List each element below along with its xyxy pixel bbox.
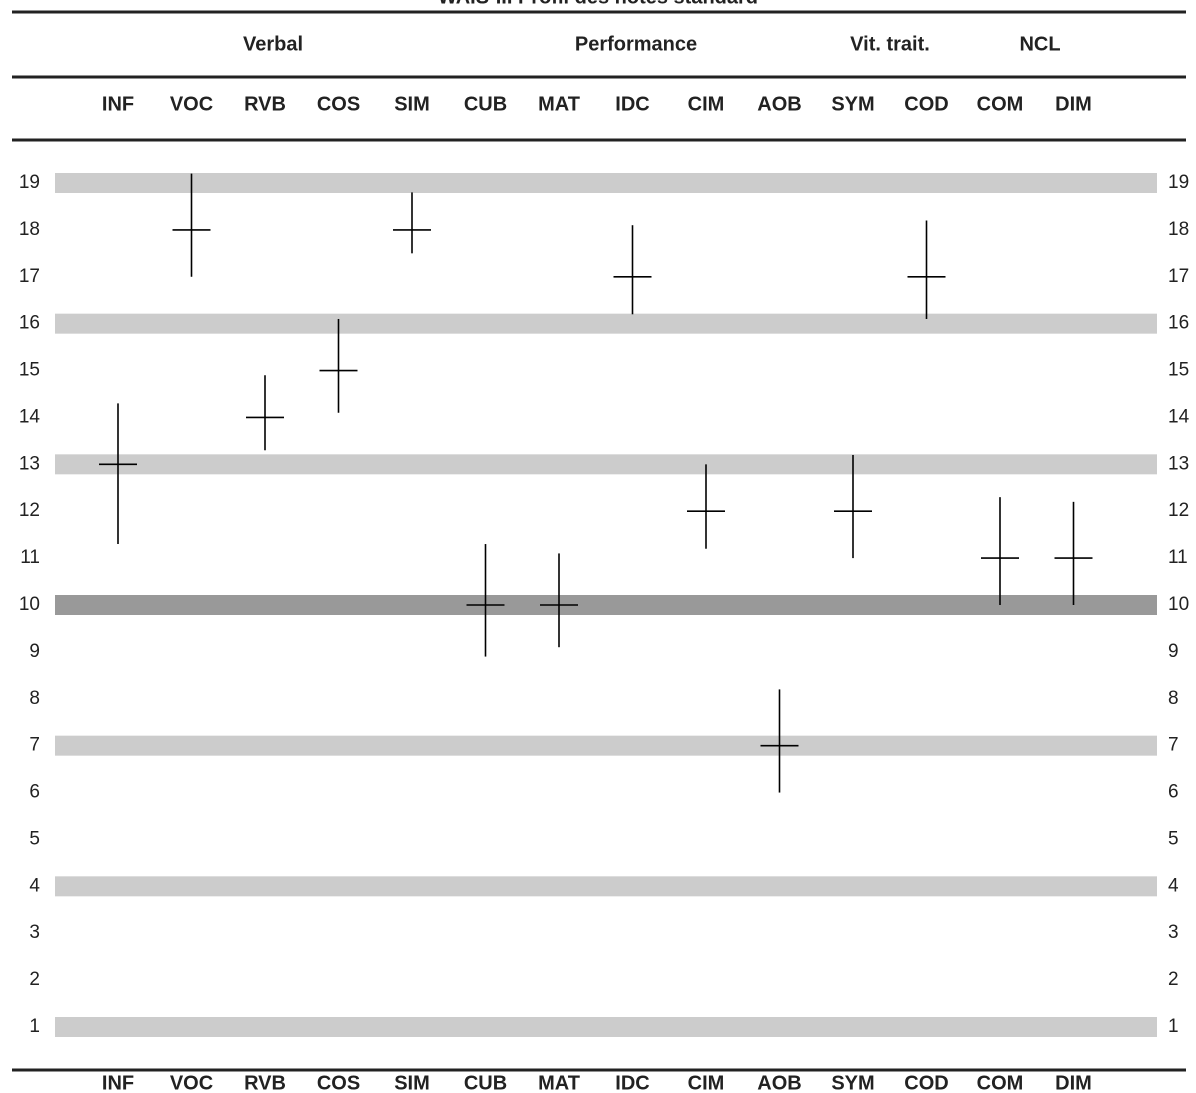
- band: [55, 876, 1157, 897]
- y-tick-label-right: 5: [1168, 828, 1179, 849]
- y-tick-label-right: 11: [1168, 547, 1188, 568]
- x-tick-label: SIM: [394, 93, 430, 115]
- group-label: Vit. trait.: [850, 33, 930, 55]
- y-tick-label: 15: [19, 360, 40, 381]
- y-tick-label: 5: [29, 828, 40, 849]
- x-tick-label: COD: [904, 93, 948, 115]
- y-tick-label-right: 12: [1168, 500, 1189, 521]
- band: [55, 173, 1157, 193]
- y-tick-label: 7: [29, 735, 40, 756]
- y-tick-label-right: 17: [1168, 266, 1189, 287]
- y-tick-label-right: 1: [1168, 1016, 1179, 1037]
- group-label: Performance: [575, 33, 697, 55]
- x-tick-label: COS: [317, 93, 360, 115]
- y-tick-label: 9: [29, 641, 40, 662]
- x-tick-label: AOB: [757, 93, 801, 115]
- x-tick-label-bottom: DIM: [1055, 1072, 1092, 1093]
- y-tick-label: 11: [20, 547, 40, 568]
- y-tick-label-right: 8: [1168, 688, 1179, 709]
- x-tick-label: INF: [102, 93, 134, 115]
- y-tick-label-right: 2: [1168, 969, 1179, 990]
- y-tick-label: 10: [19, 594, 40, 615]
- y-tick-label-right: 15: [1168, 360, 1189, 381]
- y-tick-label-right: 3: [1168, 922, 1179, 943]
- y-tick-label: 12: [19, 500, 40, 521]
- y-tick-label: 18: [19, 219, 40, 240]
- y-tick-label: 1: [29, 1016, 40, 1037]
- x-tick-label-bottom: VOC: [170, 1072, 213, 1093]
- x-tick-label-bottom: AOB: [757, 1072, 801, 1093]
- chart-title: WAIS-III Profil des notes standard: [438, 0, 758, 8]
- y-tick-label: 19: [19, 172, 40, 193]
- x-tick-label: COM: [977, 93, 1024, 115]
- x-tick-label-bottom: MAT: [538, 1072, 580, 1093]
- band: [55, 454, 1157, 475]
- x-tick-label-bottom: COS: [317, 1072, 360, 1093]
- x-tick-label: CIM: [688, 93, 725, 115]
- y-tick-label: 14: [19, 406, 41, 427]
- x-tick-label-bottom: SIM: [394, 1072, 430, 1093]
- x-tick-label: RVB: [244, 93, 286, 115]
- y-tick-label: 4: [29, 875, 40, 896]
- x-tick-label-bottom: COD: [904, 1072, 948, 1093]
- group-label: Verbal: [243, 33, 303, 55]
- x-tick-label: DIM: [1055, 93, 1092, 115]
- group-label: NCL: [1019, 33, 1060, 55]
- y-tick-label: 16: [19, 313, 40, 334]
- y-tick-label: 6: [29, 782, 40, 803]
- y-tick-label-right: 19: [1168, 172, 1189, 193]
- y-tick-label-right: 4: [1168, 875, 1179, 896]
- y-tick-label-right: 7: [1168, 735, 1179, 756]
- y-tick-label-right: 9: [1168, 641, 1179, 662]
- y-tick-label-right: 10: [1168, 594, 1189, 615]
- x-tick-label: IDC: [615, 93, 649, 115]
- x-tick-label: MAT: [538, 93, 580, 115]
- y-tick-label: 13: [19, 453, 40, 474]
- y-tick-label-right: 6: [1168, 782, 1179, 803]
- y-tick-label: 2: [29, 969, 40, 990]
- x-tick-label-bottom: RVB: [244, 1072, 286, 1093]
- y-tick-label-right: 18: [1168, 219, 1189, 240]
- y-tick-label: 17: [19, 266, 40, 287]
- band: [55, 1017, 1157, 1037]
- y-tick-label: 3: [29, 922, 40, 943]
- x-tick-label: SYM: [831, 93, 874, 115]
- y-tick-label: 8: [29, 688, 40, 709]
- mean-band: [55, 595, 1157, 615]
- y-tick-label-right: 13: [1168, 453, 1189, 474]
- band: [55, 313, 1157, 334]
- x-tick-label-bottom: IDC: [615, 1072, 649, 1093]
- x-tick-label: VOC: [170, 93, 213, 115]
- x-tick-label-bottom: CIM: [688, 1072, 725, 1093]
- x-tick-label-bottom: SYM: [831, 1072, 874, 1093]
- band: [55, 735, 1157, 756]
- x-tick-label: CUB: [464, 93, 507, 115]
- x-tick-label-bottom: INF: [102, 1072, 134, 1093]
- x-tick-label-bottom: COM: [977, 1072, 1024, 1093]
- y-tick-label-right: 14: [1168, 406, 1190, 427]
- y-tick-label-right: 16: [1168, 313, 1189, 334]
- x-tick-label-bottom: CUB: [464, 1072, 507, 1093]
